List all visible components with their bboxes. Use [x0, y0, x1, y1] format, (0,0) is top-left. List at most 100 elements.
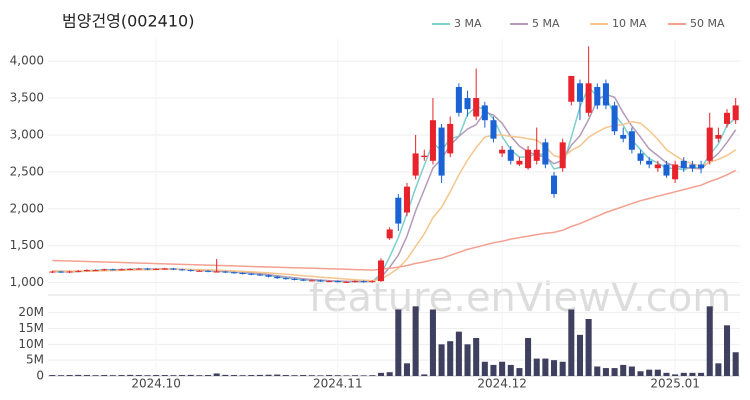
volume-bar — [326, 375, 333, 376]
volume-bar — [464, 344, 471, 376]
volume-bar — [274, 374, 281, 376]
candle-body — [438, 127, 445, 176]
candle-body — [282, 278, 289, 280]
y2-tick-label: 0 — [36, 369, 44, 383]
candle-body — [455, 86, 462, 113]
candle-body — [213, 271, 220, 273]
candle-body — [109, 269, 116, 271]
candle-body — [248, 273, 255, 275]
volume-bar — [161, 375, 168, 376]
volume-bar — [559, 361, 566, 376]
candle-body — [352, 281, 359, 283]
volume-bar — [153, 375, 160, 376]
candle-body — [672, 164, 679, 180]
volume-bar — [248, 375, 255, 376]
volume-bar — [360, 375, 367, 376]
x-tick-label: 2024.12 — [477, 377, 527, 391]
candle-body — [732, 105, 739, 121]
candle-body — [265, 275, 272, 277]
candle-body — [300, 279, 307, 281]
candle-body — [239, 273, 246, 275]
legend-label: 10 MA — [612, 17, 647, 30]
volume-bar — [369, 375, 376, 376]
volume-bar — [507, 364, 514, 376]
x-tick-label: 2025.01 — [650, 377, 700, 391]
candle-body — [611, 105, 618, 132]
candle-body — [637, 153, 644, 161]
candle-body — [101, 269, 108, 271]
candle-body — [568, 75, 575, 102]
legend-label: 5 MA — [532, 17, 560, 30]
candle-body — [118, 269, 125, 271]
volume-bar — [637, 371, 644, 376]
volume-bar — [377, 372, 385, 376]
candle-body — [274, 276, 281, 279]
candle-body — [204, 270, 212, 272]
candle-body — [170, 268, 177, 270]
candle-body — [533, 149, 540, 161]
candle-body — [715, 134, 722, 139]
volume-bar — [352, 375, 359, 376]
volume-bar — [490, 364, 497, 376]
y-tick-label: 1,500 — [10, 238, 44, 252]
volume-bar — [386, 372, 393, 376]
y2-tick-label: 10M — [18, 337, 44, 351]
volume-bar — [550, 360, 558, 376]
volume-bar — [308, 375, 315, 376]
volume-bar — [230, 375, 238, 376]
candle-body — [464, 98, 471, 110]
volume-bar — [265, 374, 272, 376]
volume-bar — [334, 375, 341, 376]
candle-body — [499, 149, 506, 154]
y-tick-label: 2,000 — [10, 201, 44, 215]
candle-body — [92, 270, 99, 272]
volume-bar — [542, 358, 549, 376]
candle-body — [135, 268, 142, 270]
volume-bar — [144, 375, 151, 376]
candle-body — [403, 186, 411, 213]
legend-label: 50 MA — [690, 17, 725, 30]
candle-body — [620, 134, 627, 139]
volume-bar — [611, 368, 618, 376]
candle-body — [550, 175, 558, 195]
volume-bar — [499, 361, 506, 376]
candle-body — [386, 229, 393, 239]
candle-body — [360, 281, 367, 283]
candle-body — [576, 83, 584, 102]
candle-body — [222, 271, 229, 273]
volume-bar — [533, 358, 540, 376]
candle-body — [66, 271, 73, 273]
candle-body — [507, 149, 514, 161]
y2-tick-label: 5M — [26, 353, 44, 367]
volume-bar — [196, 375, 203, 376]
x-tick-label: 2024.11 — [313, 377, 363, 391]
volume-bar — [300, 375, 307, 376]
candle-body — [663, 164, 670, 176]
volume-bar — [222, 374, 229, 376]
candle-body — [144, 268, 151, 270]
volume-bar — [663, 372, 670, 376]
volume-bar — [170, 375, 177, 376]
volume-bar — [585, 319, 592, 376]
candle-body — [542, 142, 549, 165]
candle-body — [525, 149, 532, 169]
volume-bar — [732, 352, 739, 376]
candle-body — [49, 271, 56, 273]
volume-bar — [429, 309, 436, 376]
volume-bar — [421, 374, 428, 376]
candle-body — [516, 160, 523, 165]
candle-body — [429, 120, 436, 161]
volume-bar — [317, 375, 324, 376]
volume-bar — [628, 366, 635, 376]
volume-bar — [680, 372, 687, 376]
candle-body — [334, 281, 341, 283]
candle-body — [161, 268, 168, 270]
volume-bar — [715, 363, 722, 376]
volume-bar — [282, 375, 289, 376]
volume-bar — [620, 364, 627, 376]
legend-label: 3 MA — [454, 17, 482, 30]
volume-bar — [256, 374, 263, 376]
candle-body — [377, 260, 385, 282]
candle-body — [317, 280, 324, 282]
